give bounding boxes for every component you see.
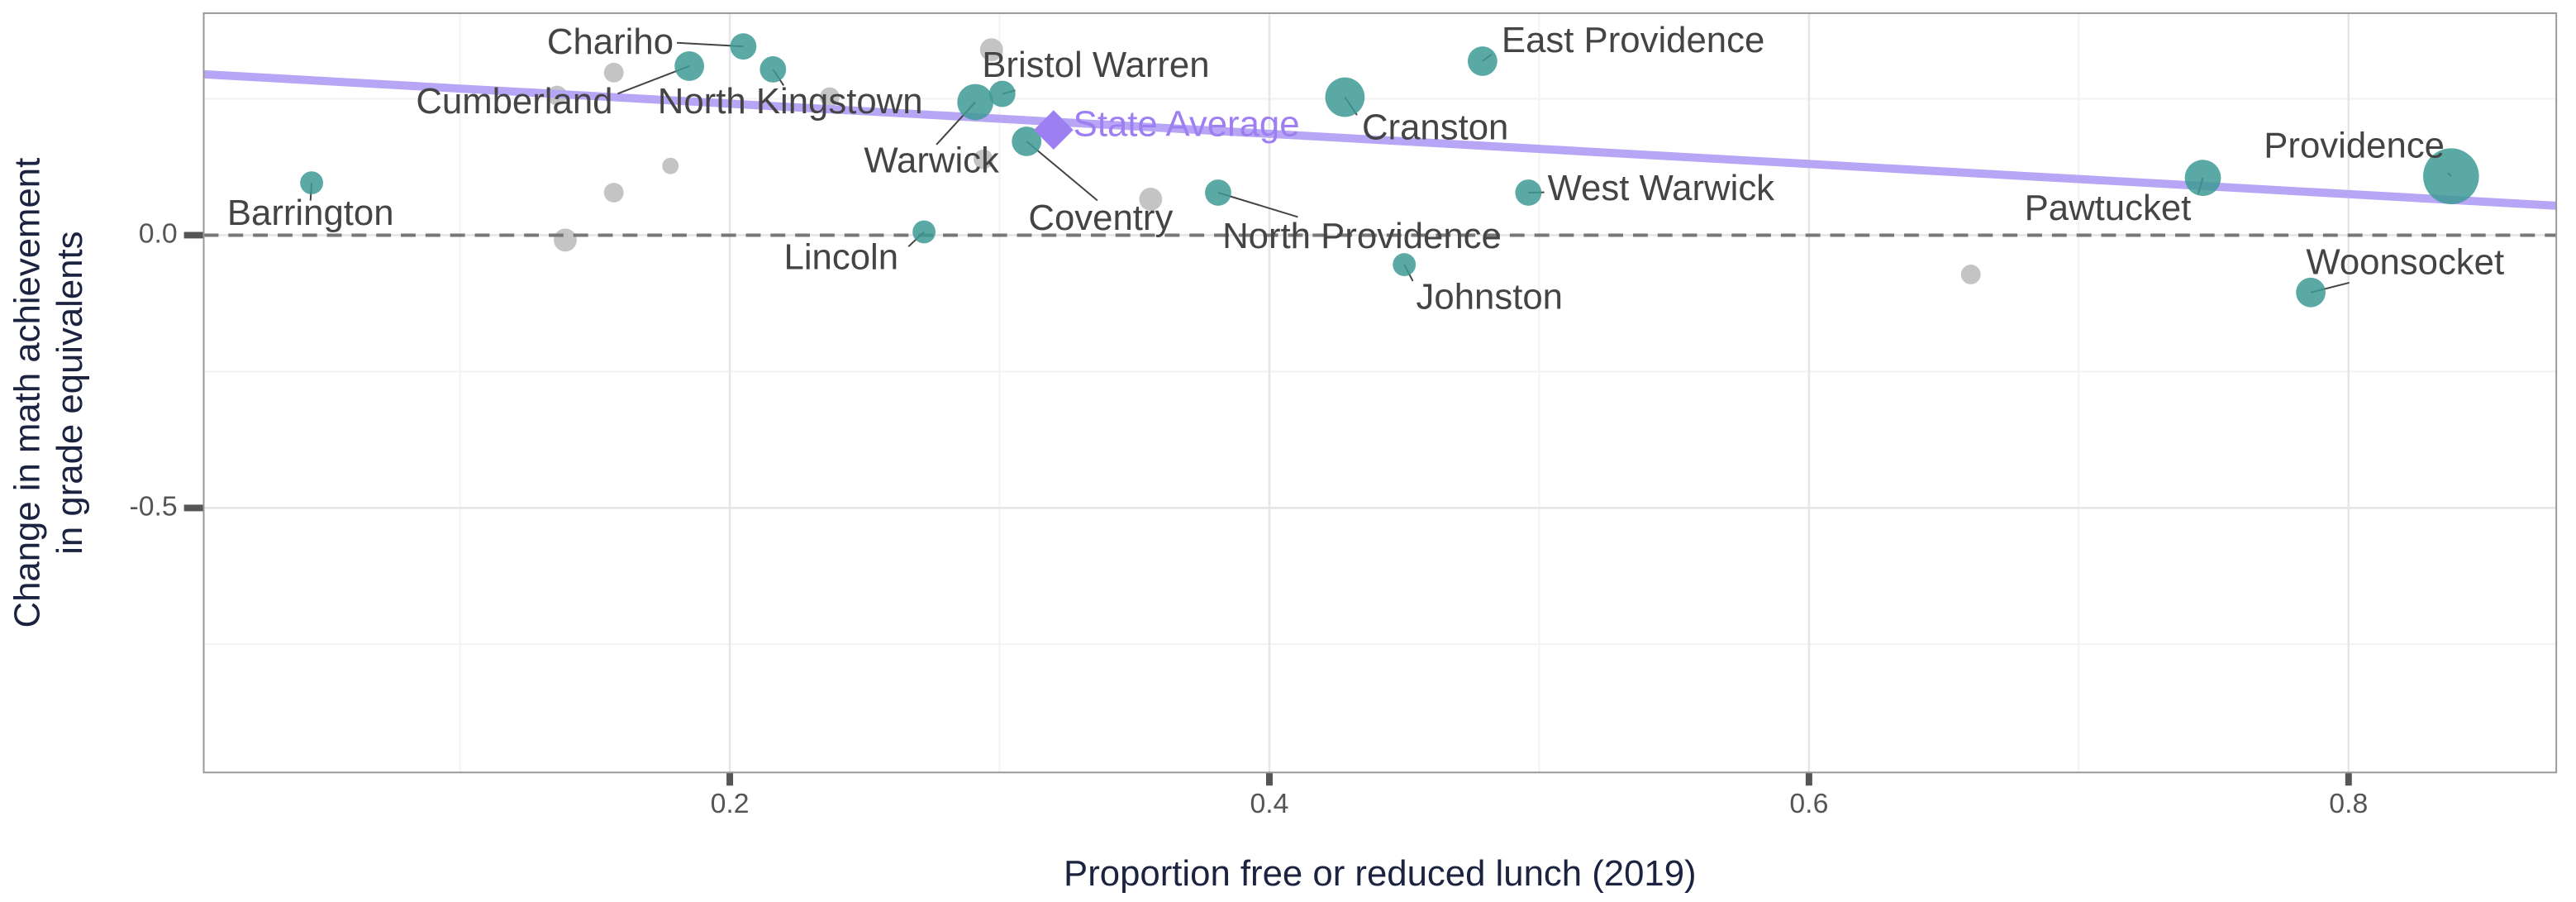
x-axis-label: Proportion free or reduced lunch (2019) [1064, 853, 1697, 894]
y-axis-label: Change in math achievement in grade equi… [7, 158, 90, 628]
point [912, 220, 936, 244]
point-label: Coventry [1028, 198, 1173, 238]
point [1960, 265, 1981, 284]
y-tick-label: -0.5 [129, 490, 177, 522]
y-axis-label-line: in grade equivalents [50, 231, 90, 554]
point [730, 33, 757, 60]
x-tick-label: 0.4 [1250, 788, 1288, 819]
x-tick-label: 0.2 [711, 788, 750, 819]
point-label: West Warwick [1548, 168, 1775, 208]
point-label: Cumberland [416, 81, 612, 122]
y-tick-label: 0.0 [139, 217, 178, 249]
point [819, 87, 840, 107]
leader-line [1026, 141, 1098, 202]
point [300, 171, 323, 195]
point-label: Woonsocket [2306, 242, 2504, 283]
point [554, 228, 577, 252]
point [603, 183, 624, 203]
leader-line [1217, 192, 1298, 218]
point [1393, 253, 1417, 276]
point [2423, 148, 2479, 204]
point [1012, 126, 1042, 156]
point-label: Chariho [547, 21, 674, 62]
point [603, 62, 624, 83]
point [674, 51, 704, 81]
point-label: North Kingstown [658, 81, 923, 122]
point-label: Cranston [1362, 107, 1508, 148]
point-label: East Providence [1502, 20, 1764, 60]
point-label: Johnston [1417, 276, 1563, 317]
point [1205, 179, 1231, 206]
point-label: Barrington [227, 193, 394, 233]
point [2296, 277, 2326, 308]
point [1139, 187, 1163, 211]
point [974, 149, 993, 169]
panel-border [202, 12, 2558, 774]
point [988, 80, 1016, 107]
state-average-label: State Average [1074, 104, 1300, 145]
point [662, 157, 679, 174]
marks: Barrington Chariho Cumberland North Kingsto… [203, 20, 2557, 317]
point-label: Pawtucket [2025, 188, 2192, 228]
point [1325, 77, 1365, 117]
point-label: Lincoln [784, 237, 899, 278]
x-tick-label: 0.8 [2329, 788, 2368, 819]
y-axis-label-line: Change in math achievement [7, 158, 47, 628]
trend-line [203, 69, 2557, 210]
state-average-marker [1033, 110, 1074, 150]
point [957, 84, 994, 121]
x-tick-label: 0.6 [1789, 788, 1828, 819]
point-label: Warwick [864, 140, 999, 180]
point [1515, 179, 1542, 206]
point [759, 55, 787, 83]
point-label: North Providence [1222, 216, 1502, 256]
point-label: Providence [2264, 125, 2445, 165]
point [2184, 160, 2221, 197]
grid: 0.2 0.4 0.6 0.8 0.0 -0.5 [129, 12, 2557, 819]
point [1467, 46, 1498, 76]
point [979, 38, 1003, 62]
point-label: Bristol Warren [982, 45, 1209, 85]
